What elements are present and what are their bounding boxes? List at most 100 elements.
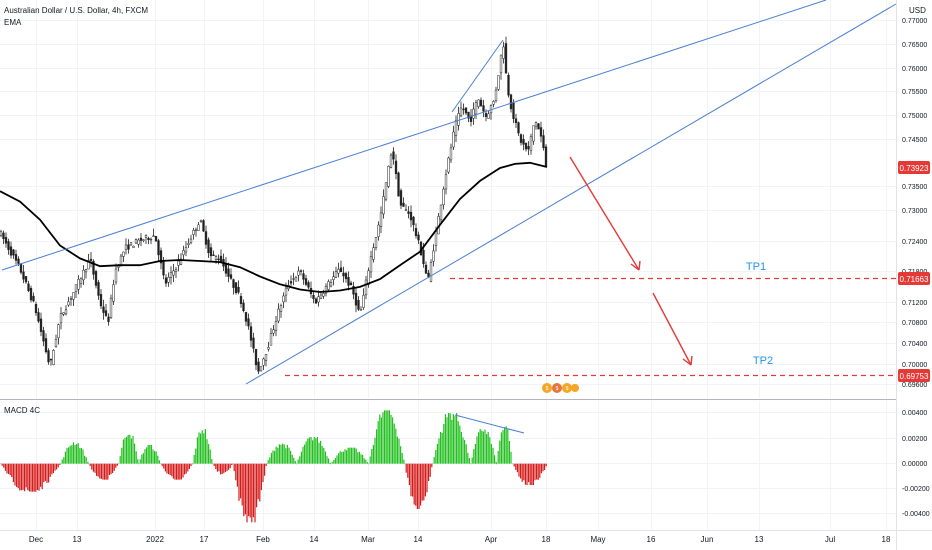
macd-bar xyxy=(14,463,16,486)
macd-axis[interactable]: 0.00400 0.00200 0.00000 -0.00200 -0.00400 xyxy=(902,410,930,518)
macd-bar xyxy=(132,435,134,464)
macd-bar xyxy=(206,439,208,464)
price-tick-label: 0.75000 xyxy=(902,113,927,120)
candle-body xyxy=(127,244,130,250)
macd-bar xyxy=(415,463,417,506)
price-tick-label: 0.73000 xyxy=(902,208,927,215)
price-tag-tp2: 0.69753 xyxy=(898,369,930,382)
macd-bar xyxy=(121,447,123,464)
macd-bar xyxy=(246,463,248,523)
ema-legend[interactable]: EMA xyxy=(4,18,22,27)
macd-bar xyxy=(27,463,29,491)
candle-body xyxy=(339,267,343,273)
macd-tick-label: 0.00000 xyxy=(902,461,927,468)
macd-bar xyxy=(104,463,106,480)
candle-body xyxy=(254,349,258,366)
macd-bar xyxy=(251,463,253,523)
macd-bar xyxy=(467,452,469,464)
candle-body xyxy=(409,211,413,221)
macd-bar xyxy=(232,463,234,465)
candle-body xyxy=(429,262,433,282)
macd-bar xyxy=(499,440,501,464)
macd-bar xyxy=(418,463,420,509)
macd-bar xyxy=(484,429,486,464)
macd-bar xyxy=(387,410,389,464)
macd-bar xyxy=(487,432,489,464)
macd-bar xyxy=(398,438,400,464)
candle-body xyxy=(49,358,53,361)
macd-bar xyxy=(379,414,381,464)
time-tick-label: 16 xyxy=(647,535,656,544)
trendline-spike[interactable] xyxy=(451,39,504,113)
macd-bar xyxy=(358,451,360,464)
macd-bar xyxy=(192,463,194,465)
candle-body xyxy=(379,212,383,227)
macd-bar xyxy=(405,463,407,473)
currency-label: USD xyxy=(909,6,926,15)
macd-bar xyxy=(130,438,132,464)
macd-bar xyxy=(436,443,438,464)
macd-bar xyxy=(304,444,306,464)
macd-bar xyxy=(102,463,104,480)
macd-bar xyxy=(403,459,405,464)
macd-bar xyxy=(459,425,461,464)
macd-bar xyxy=(69,445,71,464)
macd-bar xyxy=(22,463,24,490)
macd-bar xyxy=(118,463,120,465)
candle-body xyxy=(532,125,535,142)
macd-bar xyxy=(41,463,43,490)
arrow-2-shaft[interactable] xyxy=(652,292,692,366)
price-axis[interactable]: 0.77000 0.76500 0.76000 0.75500 0.75000 0.745… xyxy=(902,18,927,389)
candle-body xyxy=(414,228,418,236)
macd-bar xyxy=(512,463,514,465)
candle-body xyxy=(269,333,273,346)
candle-body xyxy=(327,281,330,290)
candle-body xyxy=(159,250,163,264)
candle-body xyxy=(217,258,220,261)
candle-body xyxy=(524,142,528,150)
trendline-upper[interactable] xyxy=(1,0,827,271)
candle-body xyxy=(247,318,250,327)
event-badges-icon[interactable]: $ $ $ xyxy=(542,383,579,393)
candle-body xyxy=(29,287,33,301)
macd-bar xyxy=(215,463,217,470)
candle-body xyxy=(244,312,248,322)
candle-body xyxy=(242,302,245,311)
macd-bar xyxy=(84,455,86,464)
time-tick-label: Jun xyxy=(701,535,714,544)
macd-bar xyxy=(357,452,359,464)
macd-bar xyxy=(54,463,56,471)
macd-bar xyxy=(508,441,510,464)
macd-bar xyxy=(80,447,82,464)
candle-body xyxy=(59,313,63,324)
candle-body xyxy=(362,295,365,308)
trendlines xyxy=(1,0,897,385)
candle-body xyxy=(224,263,228,274)
macd-bar xyxy=(157,455,159,464)
macd-bar xyxy=(360,454,362,464)
candle-body xyxy=(442,188,445,206)
ema-line[interactable] xyxy=(0,161,548,293)
macd-bar xyxy=(24,463,26,492)
arrow-1-shaft[interactable] xyxy=(569,156,640,271)
candle-body xyxy=(112,284,115,302)
macd-divergence-line[interactable] xyxy=(454,414,525,434)
trendline-lower[interactable] xyxy=(245,3,897,385)
macd-bar xyxy=(440,431,442,464)
macd-bar xyxy=(196,437,198,464)
time-tick-label: 14 xyxy=(310,535,319,544)
candle-body xyxy=(449,147,453,161)
candle-body xyxy=(347,277,350,286)
macd-bar xyxy=(460,431,462,464)
candle-body xyxy=(304,278,308,285)
candle-body xyxy=(97,282,100,296)
time-axis[interactable]: Dec 13 2022 17 Feb 14 Mar 14 Apr 18 May 16 Jun 13 Jul 1… xyxy=(29,535,891,544)
macd-bar xyxy=(510,451,512,464)
macd-bar xyxy=(404,463,406,465)
macd-legend[interactable]: MACD 4C xyxy=(4,406,41,415)
candle-body xyxy=(367,270,370,285)
macd-bar xyxy=(30,463,32,492)
candle-body xyxy=(147,237,150,241)
svg-text:0.73923: 0.73923 xyxy=(900,164,929,173)
